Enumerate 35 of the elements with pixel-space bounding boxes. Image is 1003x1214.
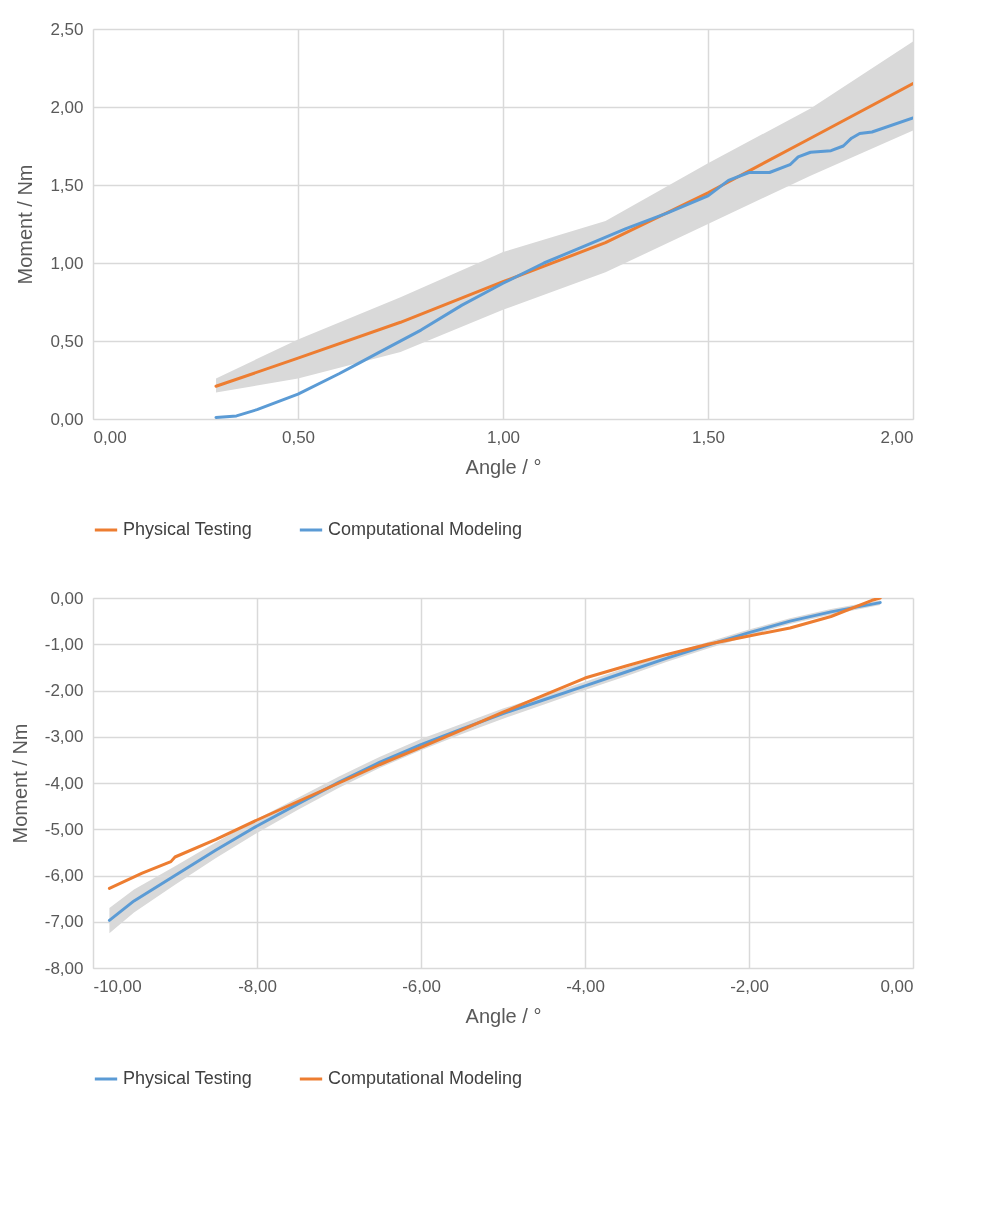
y-axis-title: Moment / Nm	[14, 164, 37, 285]
x-tick-label: 0,00	[93, 427, 127, 447]
y-tick-label: -7,00	[44, 912, 84, 932]
y-axis-title: Moment / Nm	[8, 723, 31, 844]
y-tick-label: -6,00	[44, 866, 84, 885]
legend-label: Physical Testing	[123, 519, 252, 539]
y-tick-label: 0,00	[50, 409, 84, 429]
x-tick-label: 1,00	[486, 427, 521, 447]
x-tick-label: 0,00	[880, 976, 914, 996]
y-tick-label: -8,00	[44, 958, 84, 978]
y-tick-label: -3,00	[44, 727, 84, 747]
y-tick-label: 2,00	[50, 97, 84, 117]
x-tick-label: 1,50	[691, 427, 726, 447]
y-tick-label: -5,00	[44, 819, 84, 839]
x-axis-title: Angle / °	[465, 455, 542, 478]
x-tick-label: -4,00	[566, 976, 605, 996]
legend-label: Physical Testing	[123, 1068, 252, 1088]
y-tick-label: -4,00	[44, 773, 84, 793]
y-tick-label: 0,00	[50, 588, 84, 608]
x-tick-label: 0,50	[281, 427, 316, 447]
x-axis-title: Angle / °	[465, 1004, 542, 1027]
legend-label: Computational Modeling	[328, 519, 523, 539]
line-series	[214, 116, 913, 419]
y-tick-label: 2,50	[50, 19, 84, 39]
legend-label: Computational Modeling	[328, 1068, 523, 1088]
y-tick-label: 1,50	[50, 175, 84, 195]
y-tick-label: 1,00	[50, 253, 84, 273]
y-tick-label: 0,50	[50, 331, 84, 351]
x-tick-label: 2,00	[880, 427, 914, 447]
x-tick-label: -10,00	[93, 976, 142, 996]
y-tick-label: -2,00	[44, 681, 84, 700]
x-tick-label: -6,00	[402, 976, 441, 996]
x-tick-label: -2,00	[730, 976, 769, 996]
x-tick-label: -8,00	[238, 976, 277, 996]
y-tick-label: -1,00	[44, 634, 84, 654]
